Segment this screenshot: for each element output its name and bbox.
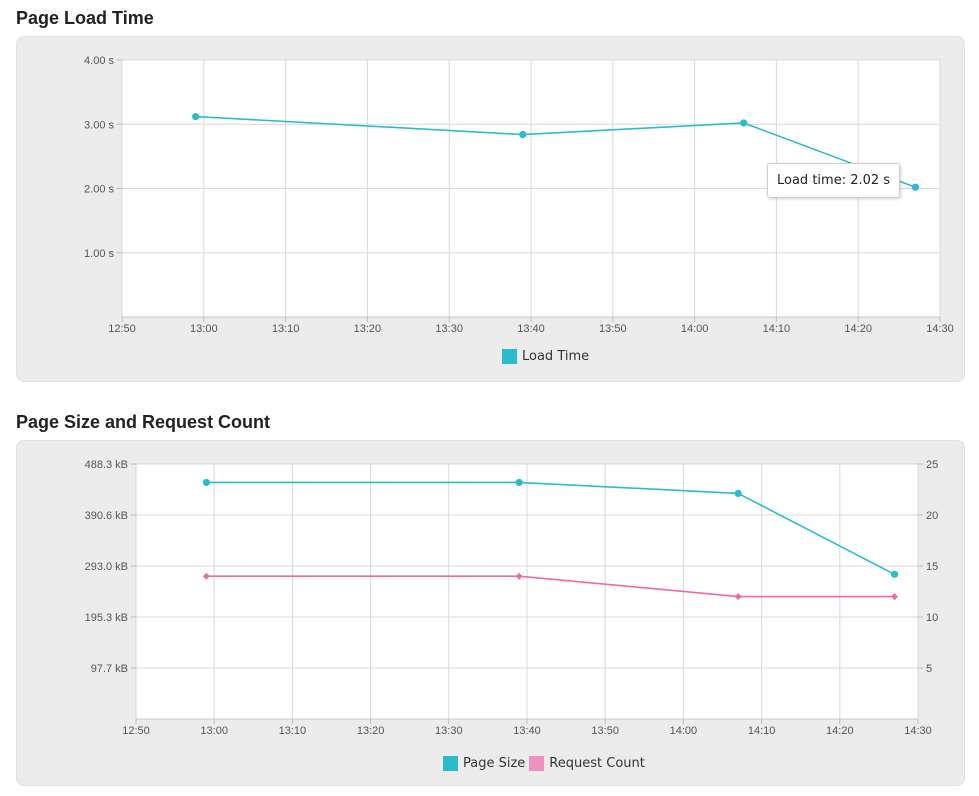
x-tick-label: 14:10 <box>748 725 776 737</box>
y-tick-label: 4.00 s <box>84 55 114 67</box>
y-tick-label: 1.00 s <box>84 248 114 260</box>
legend-label-load-time: Load Time <box>522 349 590 364</box>
load-time-legend[interactable]: Load Time <box>502 349 593 364</box>
x-tick-label: 12:50 <box>108 323 136 335</box>
y2-tick-label: 20 <box>926 510 938 522</box>
x-tick-label: 13:10 <box>279 725 307 737</box>
data-point-request-count <box>734 593 742 601</box>
y2-tick-label: 15 <box>926 561 938 573</box>
x-tick-label: 13:40 <box>513 725 541 737</box>
y-tick-label: 2.00 s <box>84 184 114 196</box>
x-tick-label: 14:10 <box>763 323 791 335</box>
y-tick-label: 3.00 s <box>84 119 114 131</box>
data-point-request-count <box>515 572 523 580</box>
x-tick-label: 14:20 <box>844 323 872 335</box>
series-line-load-time <box>195 115 916 188</box>
data-point-page-size <box>734 489 742 498</box>
x-tick-label: 13:10 <box>272 323 300 335</box>
x-tick-label: 13:30 <box>435 725 463 737</box>
y2-tick-label: 5 <box>926 663 932 675</box>
x-tick-label: 13:00 <box>200 725 228 737</box>
data-point-request-count <box>891 593 899 601</box>
legend-swatch-request-count <box>529 756 545 771</box>
data-point-page-size <box>890 570 899 578</box>
y-tick-label: 390.6 kB <box>85 510 128 522</box>
legend-item-page-size[interactable]: Page Size <box>443 756 525 771</box>
x-tick-label: 14:00 <box>670 725 698 737</box>
y2-tick-label: 25 <box>926 459 938 471</box>
series-line-page-size <box>206 481 895 576</box>
load-time-panel: 12:50 13:00 13:10 13:20 13:30 13:40 13:50 14:00… <box>16 36 965 382</box>
x-tick-label: 14:30 <box>926 323 954 335</box>
data-point-page-size <box>515 478 523 487</box>
x-tick-label: 13:20 <box>354 323 382 335</box>
data-point-load-time <box>911 183 920 191</box>
y-tick-label: 97.7 kB <box>91 663 128 675</box>
y-tick-label: 488.3 kB <box>85 459 128 471</box>
x-tick-label: 13:50 <box>599 323 627 335</box>
legend-item-load-time[interactable]: Load Time <box>502 349 589 364</box>
series-line-request-count <box>206 575 895 598</box>
legend-item-request-count[interactable]: Request Count <box>529 756 645 771</box>
x-tick-label: 12:50 <box>122 725 150 737</box>
x-tick-label: 13:50 <box>591 725 619 737</box>
y2-tick-label: 10 <box>926 612 938 624</box>
x-tick-label: 13:00 <box>190 323 218 335</box>
x-tick-label: 14:20 <box>826 725 854 737</box>
page-size-panel: 12:50 13:00 13:10 13:20 13:30 13:40 13:50 14:00… <box>16 440 965 786</box>
data-point-page-size <box>202 478 210 487</box>
legend-label-request-count: Request Count <box>549 756 645 771</box>
load-time-chart: 12:50 13:00 13:10 13:20 13:30 13:40 13:50 14:00… <box>84 55 954 335</box>
x-tick-label: 13:20 <box>357 725 385 737</box>
data-point-load-time <box>519 130 527 139</box>
chart-title-load-time: Page Load Time <box>16 8 154 28</box>
x-tick-label: 13:40 <box>517 323 545 335</box>
y-tick-label: 293.0 kB <box>85 561 128 573</box>
legend-swatch-page-size <box>443 756 458 771</box>
page-size-legend[interactable]: Page Size Request Count <box>443 756 649 771</box>
x-tick-label: 14:30 <box>904 725 932 737</box>
legend-label-page-size: Page Size <box>463 756 526 771</box>
data-point-load-time <box>192 112 200 121</box>
load-time-tooltip: Load time: 2.02 s <box>767 163 901 198</box>
data-point-load-time <box>740 119 748 127</box>
x-tick-label: 13:30 <box>435 323 463 335</box>
y-tick-label: 195.3 kB <box>85 612 128 624</box>
page-size-request-count-chart: 12:50 13:00 13:10 13:20 13:30 13:40 13:50 14:00… <box>85 459 939 737</box>
chart-title-page-size: Page Size and Request Count <box>16 412 271 432</box>
legend-swatch-load-time <box>502 349 517 364</box>
data-point-request-count <box>202 572 210 580</box>
x-tick-label: 14:00 <box>681 323 709 335</box>
